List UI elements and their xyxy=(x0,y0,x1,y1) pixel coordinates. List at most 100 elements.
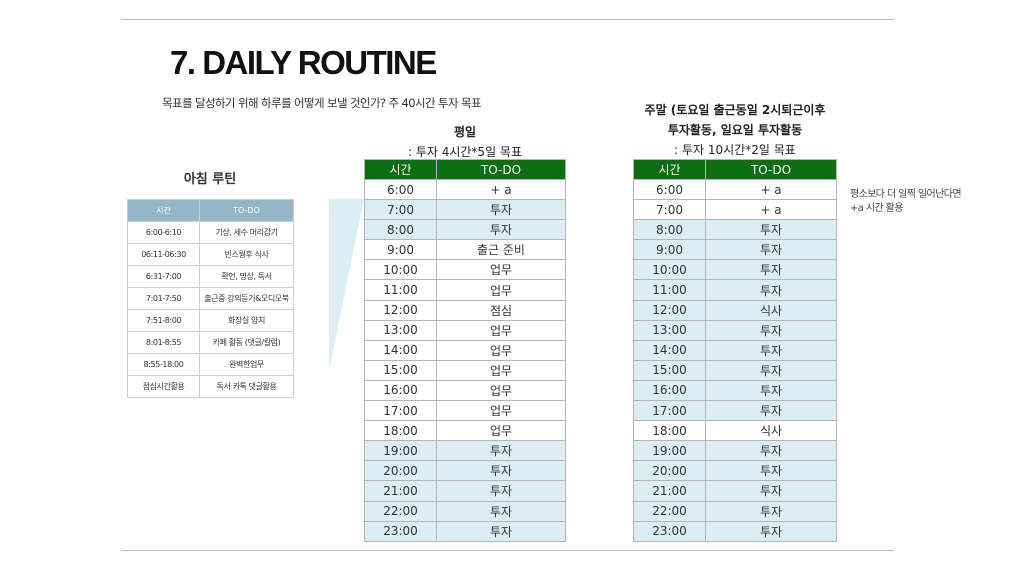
todo-cell: 투자 xyxy=(705,259,837,281)
time-cell: 7:00 xyxy=(364,199,437,221)
table-row: 14:00 투자 xyxy=(633,339,837,361)
table-row: 8:00 투자 xyxy=(364,219,566,241)
todo-cell: 투자 xyxy=(705,339,837,361)
time-cell: 15:00 xyxy=(633,359,706,381)
table-row: 11:00 투자 xyxy=(633,279,837,301)
table-row: 13:00 업무 xyxy=(364,319,566,341)
top-divider xyxy=(121,19,894,20)
todo-cell: 투자 xyxy=(705,460,837,482)
table-row: 16:00 투자 xyxy=(633,379,837,402)
time-cell: 11:00 xyxy=(633,279,706,301)
morning-routine-title: 아침 루틴 xyxy=(183,172,237,187)
time-cell: 13:00 xyxy=(364,319,437,341)
todo-cell: 업무 xyxy=(436,259,566,281)
todo-cell: 투자 xyxy=(705,440,837,462)
table-row: 17:00 투자 xyxy=(633,400,837,422)
table-row: 18:00 식사 xyxy=(633,420,837,442)
table-row: 6:00 + a xyxy=(633,178,837,201)
time-cell: 7:00 xyxy=(633,199,706,221)
callout-wedge xyxy=(329,199,364,370)
table-row: 7:00 + a xyxy=(633,199,837,221)
table-row: 15:00 투자 xyxy=(633,359,837,381)
time-cell: 8:01-8:55 xyxy=(127,331,200,354)
todo-cell: 투자 xyxy=(705,319,837,341)
table-row: 16:00 업무 xyxy=(364,379,566,402)
table-row: 11:00 업무 xyxy=(364,279,566,301)
table-row: 19:00 투자 xyxy=(633,440,837,462)
time-cell: 6:00-6:10 xyxy=(127,221,200,244)
weekend-title-line1: 주말 (토요일 출근동일 2시퇴근이후 xyxy=(644,103,826,117)
time-cell: 23:00 xyxy=(633,520,706,542)
todo-cell: 업무 xyxy=(436,339,566,361)
todo-cell: 투자 xyxy=(705,520,837,542)
todo-cell: 업무 xyxy=(436,379,566,402)
todo-cell: 빈스웜후 식사 xyxy=(199,243,294,266)
table-header-row: 시간 TO-DO xyxy=(633,159,837,180)
time-cell: 21:00 xyxy=(364,480,437,502)
time-cell: 06:11-06:30 xyxy=(127,243,200,266)
time-cell: 12:00 xyxy=(364,299,437,321)
todo-cell: 출근중 강의듣기&오디오북 xyxy=(199,287,294,310)
time-cell: 7:01-7:50 xyxy=(127,287,200,310)
page-subtitle: 목표를 달성하기 위해 하루를 어떻게 보낼 것인가? 주 40시간 투자 목표 xyxy=(162,96,482,110)
todo-cell: 카페 활동 (댓글/칼럼) xyxy=(199,331,294,354)
side-note-line1: 평소보다 더 일찍 일어난다면 xyxy=(850,189,962,200)
time-cell: 21:00 xyxy=(633,480,706,502)
time-cell: 16:00 xyxy=(364,379,437,402)
table-row: 12:00 점심 xyxy=(364,299,566,321)
table-row: 8:00 투자 xyxy=(633,219,837,241)
todo-cell: 식사 xyxy=(705,420,837,442)
todo-cell: 투자 xyxy=(705,359,837,381)
table-row: 19:00 투자 xyxy=(364,440,566,462)
table-row: 7:51-8:00 화장실 양치 xyxy=(127,309,294,332)
table-row: 12:00 식사 xyxy=(633,299,837,321)
table-row: 10:00 업무 xyxy=(364,259,566,281)
table-row: 20:00 투자 xyxy=(633,460,837,482)
time-cell: 8:55-18:00 xyxy=(127,353,200,376)
time-cell: 19:00 xyxy=(633,440,706,462)
table-row: 14:00 업무 xyxy=(364,339,566,361)
table-row: 9:00 출근 준비 xyxy=(364,239,566,261)
time-cell: 점심시간활용 xyxy=(127,375,200,398)
todo-cell: 투자 xyxy=(705,500,837,522)
table-row: 21:00 투자 xyxy=(633,480,837,502)
page-title: 7. DAILY ROUTINE xyxy=(170,44,437,81)
time-cell: 12:00 xyxy=(633,299,706,321)
todo-cell: + a xyxy=(436,178,566,201)
time-cell: 10:00 xyxy=(633,259,706,281)
todo-cell: 투자 xyxy=(705,219,837,241)
weekday-schedule-table: 시간 TO-DO 6:00 + a 7:00 투자 8:00 투자 9:00 출근 준비 10:… xyxy=(364,159,566,542)
column-header-todo: TO-DO xyxy=(436,159,566,180)
column-header-time: 시간 xyxy=(127,199,200,222)
table-row: 13:00 투자 xyxy=(633,319,837,341)
todo-cell: 업무 xyxy=(436,400,566,422)
todo-cell: 투자 xyxy=(705,379,837,402)
time-cell: 22:00 xyxy=(364,500,437,522)
time-cell: 18:00 xyxy=(633,420,706,442)
table-row: 22:00 투자 xyxy=(364,500,566,522)
table-header-row: 시간 TO-DO xyxy=(127,199,294,222)
todo-cell: 식사 xyxy=(705,299,837,321)
column-header-time: 시간 xyxy=(633,159,706,180)
todo-cell: 투자 xyxy=(705,279,837,301)
table-row: 6:00-6:10 기상, 세수 머리감기 xyxy=(127,221,294,244)
table-row: 7:01-7:50 출근중 강의듣기&오디오북 xyxy=(127,287,294,310)
time-cell: 13:00 xyxy=(633,319,706,341)
todo-cell: 투자 xyxy=(705,400,837,422)
time-cell: 9:00 xyxy=(364,239,437,261)
table-row: 20:00 투자 xyxy=(364,460,566,482)
todo-cell: 투자 xyxy=(705,480,837,502)
todo-cell: 완벽한업무 xyxy=(199,353,294,376)
todo-cell: 업무 xyxy=(436,420,566,442)
todo-cell: 투자 xyxy=(436,480,566,502)
table-row: 6:00 + a xyxy=(364,178,566,201)
todo-cell: 출근 준비 xyxy=(436,239,566,261)
time-cell: 19:00 xyxy=(364,440,437,462)
todo-cell: + a xyxy=(705,199,837,221)
todo-cell: 투자 xyxy=(705,239,837,261)
todo-cell: 확언, 명상, 독서 xyxy=(199,265,294,288)
time-cell: 23:00 xyxy=(364,520,437,542)
time-cell: 15:00 xyxy=(364,359,437,381)
time-cell: 8:00 xyxy=(364,219,437,241)
side-note-line2: +a 시간 활용 xyxy=(850,203,903,214)
